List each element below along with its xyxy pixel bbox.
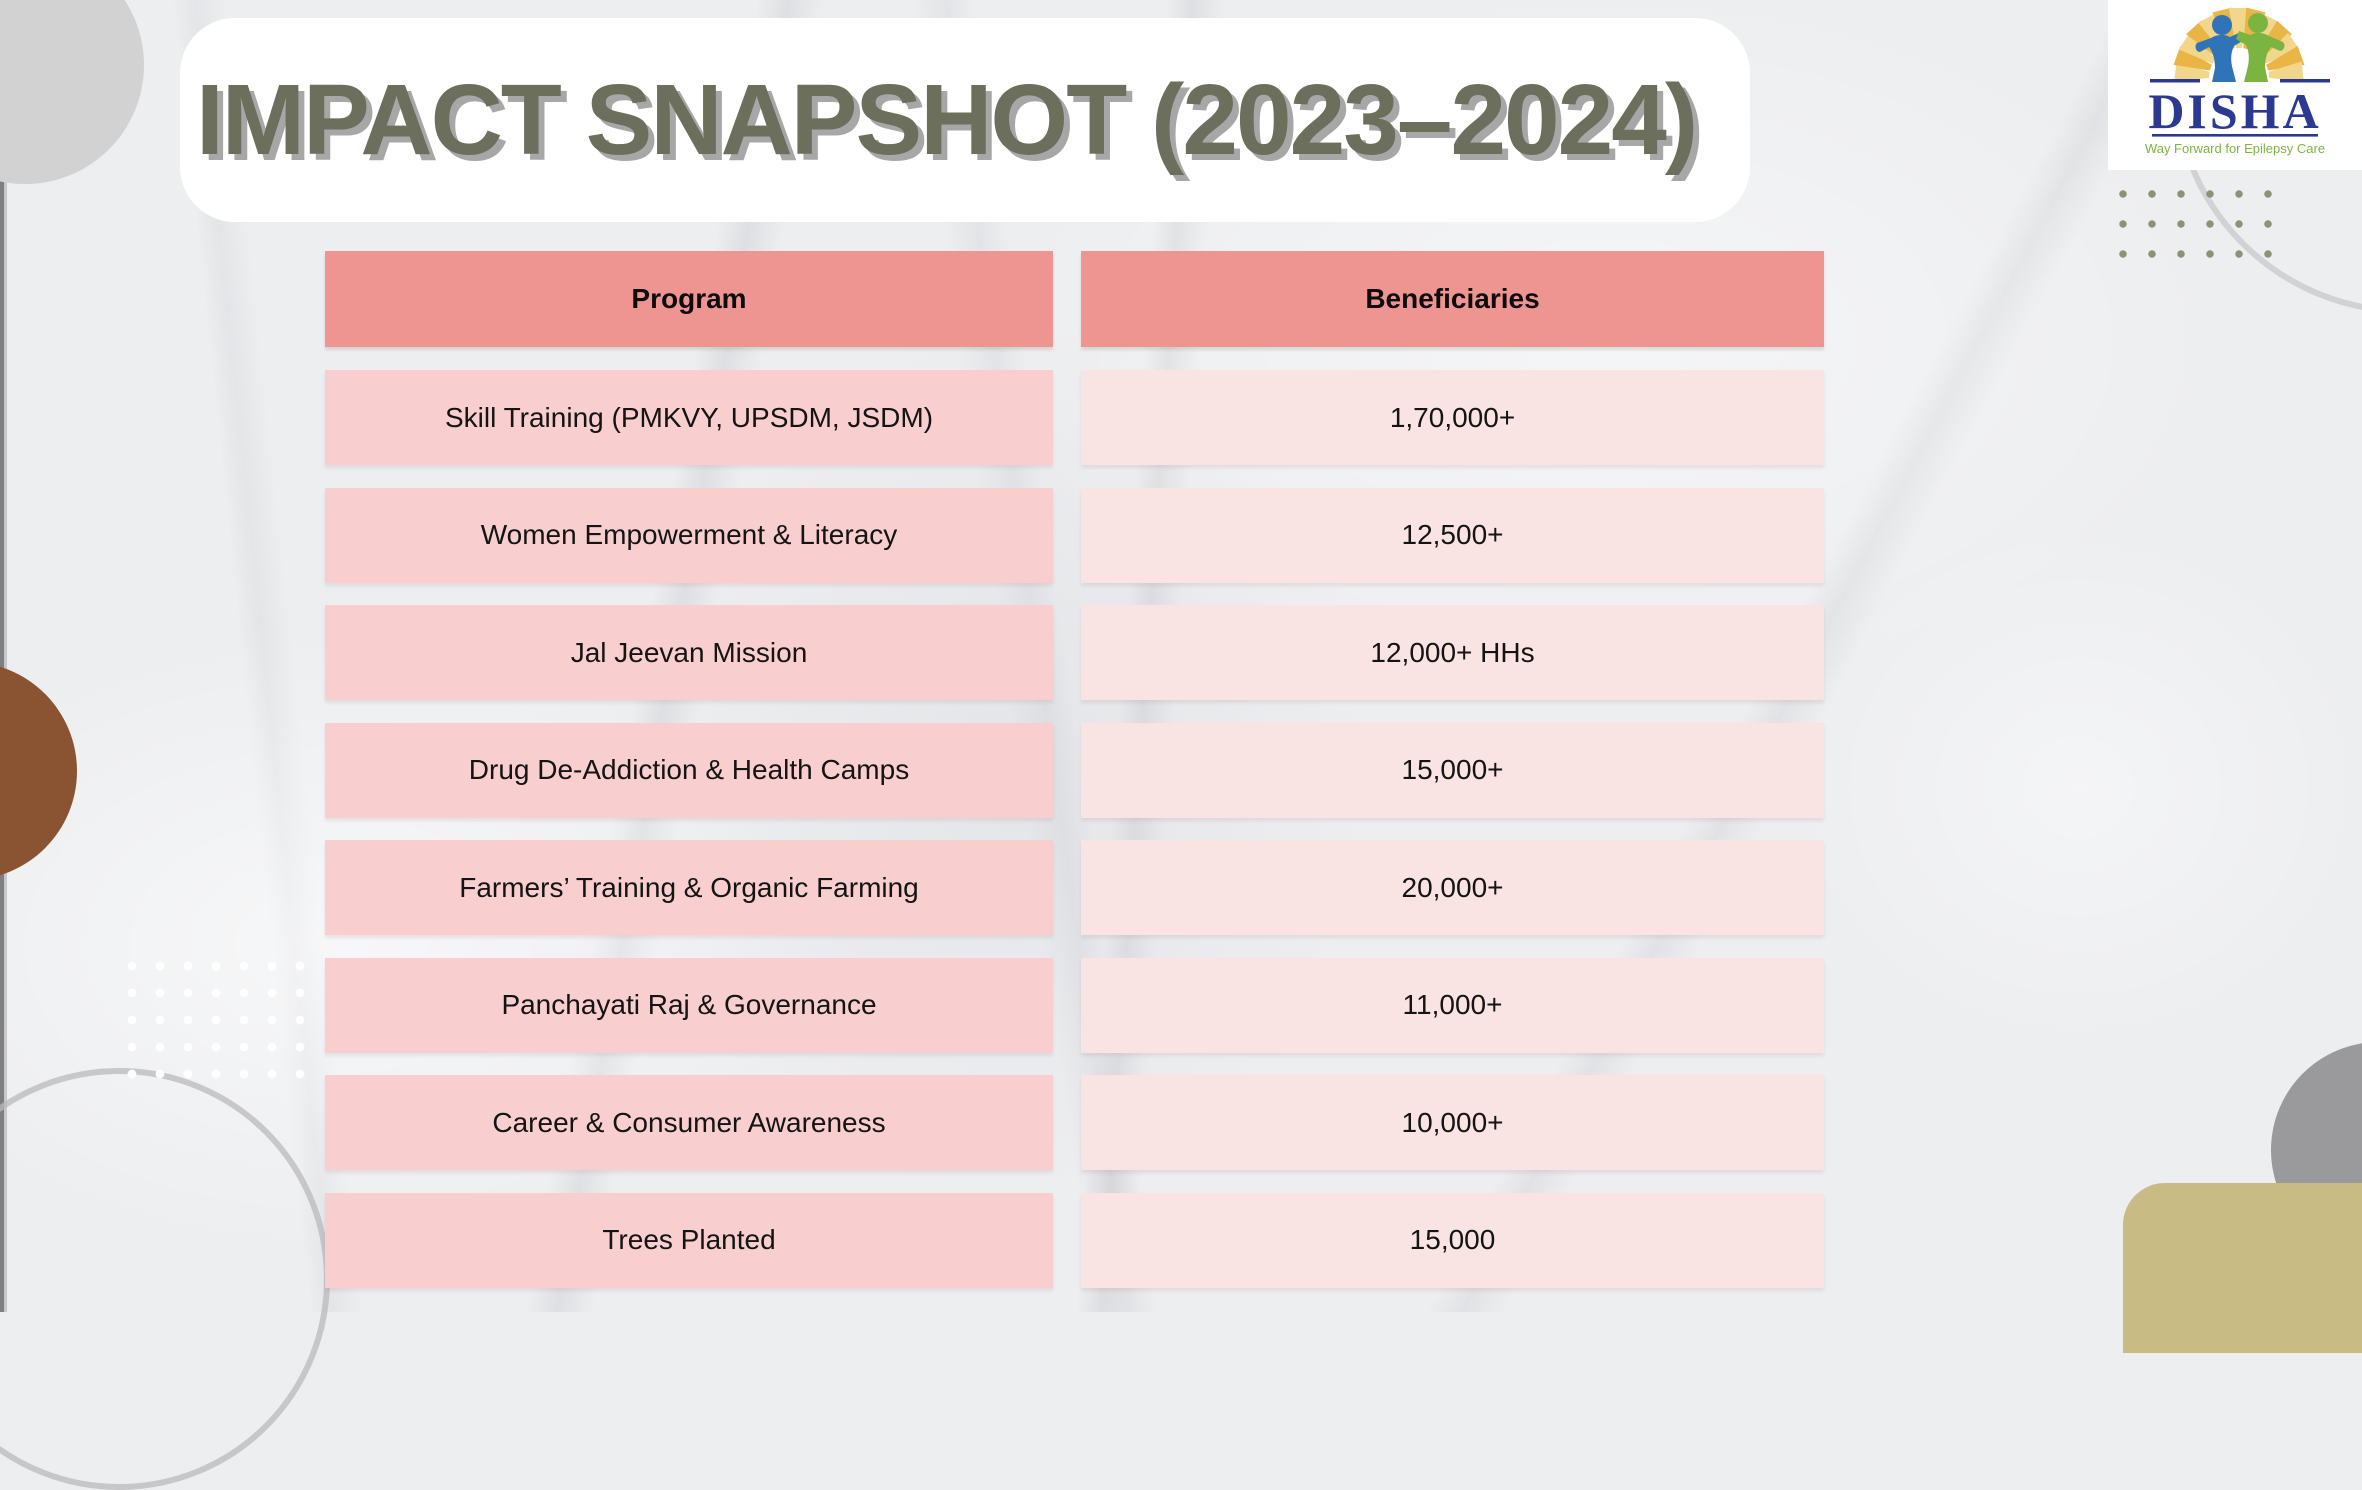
program-cell: Farmers’ Training & Organic Farming — [325, 840, 1053, 935]
sun-rays-icon — [2173, 7, 2305, 82]
program-cell: Panchayati Raj & Governance — [325, 957, 1053, 1053]
table-row: Panchayati Raj & Governance 11,000+ — [325, 957, 1824, 1053]
left-edge-strip-light — [4, 0, 7, 1312]
beneficiaries-cell: 12,500+ — [1081, 487, 1824, 583]
program-cell: Jal Jeevan Mission — [325, 605, 1053, 700]
logo-card: DISHA Way Forward for Epilepsy Care — [2108, 0, 2362, 170]
program-cell: Women Empowerment & Literacy — [325, 487, 1053, 583]
beneficiaries-cell: 15,000 — [1081, 1192, 1824, 1288]
beneficiaries-cell: 1,70,000+ — [1081, 370, 1824, 465]
beneficiaries-cell: 12,000+ HHs — [1081, 605, 1824, 700]
table-body: Skill Training (PMKVY, UPSDM, JSDM) 1,70… — [325, 370, 1824, 1288]
table-row: Jal Jeevan Mission 12,000+ HHs — [325, 605, 1824, 700]
logo-right-bar — [2280, 79, 2330, 83]
program-cell: Skill Training (PMKVY, UPSDM, JSDM) — [325, 370, 1053, 465]
table-row: Skill Training (PMKVY, UPSDM, JSDM) 1,70… — [325, 370, 1824, 465]
people-icon — [2195, 13, 2285, 82]
left-edge-strip — [0, 0, 4, 1312]
table-row: Career & Consumer Awareness 10,000+ — [325, 1075, 1824, 1170]
table-row: Farmers’ Training & Organic Farming 20,0… — [325, 840, 1824, 935]
beneficiaries-cell: 10,000+ — [1081, 1075, 1824, 1170]
decor-circle-top-left — [0, 0, 144, 184]
table-row: Drug De-Addiction & Health Camps 15,000+ — [325, 722, 1824, 818]
table-header-program: Program — [325, 251, 1053, 347]
disha-logo: DISHA Way Forward for Epilepsy Care — [2145, 7, 2330, 156]
logo-tagline: Way Forward for Epilepsy Care — [2145, 141, 2325, 156]
decor-semicircle-brown — [0, 662, 77, 880]
dot-grid-white — [126, 960, 322, 1095]
slide-title: IMPACT SNAPSHOT (2023–2024) — [196, 63, 1698, 176]
table-row: Trees Planted 15,000 — [325, 1192, 1824, 1288]
decor-khaki-rounded-rect — [2123, 1183, 2362, 1353]
table-header-row: Program Beneficiaries — [325, 251, 1824, 347]
program-cell: Trees Planted — [325, 1192, 1053, 1288]
beneficiaries-cell: 20,000+ — [1081, 840, 1824, 935]
dot-grid-olive — [2117, 188, 2291, 278]
table-row: Women Empowerment & Literacy 12,500+ — [325, 487, 1824, 583]
program-cell: Drug De-Addiction & Health Camps — [325, 722, 1053, 818]
beneficiaries-cell: 15,000+ — [1081, 722, 1824, 818]
program-cell: Career & Consumer Awareness — [325, 1075, 1053, 1170]
table-header-beneficiaries: Beneficiaries — [1081, 251, 1824, 347]
beneficiaries-cell: 11,000+ — [1081, 957, 1824, 1053]
logo-wordmark: DISHA — [2148, 83, 2321, 139]
logo-left-bar — [2150, 79, 2200, 83]
logo-underline — [2152, 134, 2318, 137]
title-card: IMPACT SNAPSHOT (2023–2024) — [180, 18, 1750, 222]
decor-ring-bottom-left — [0, 1068, 330, 1490]
